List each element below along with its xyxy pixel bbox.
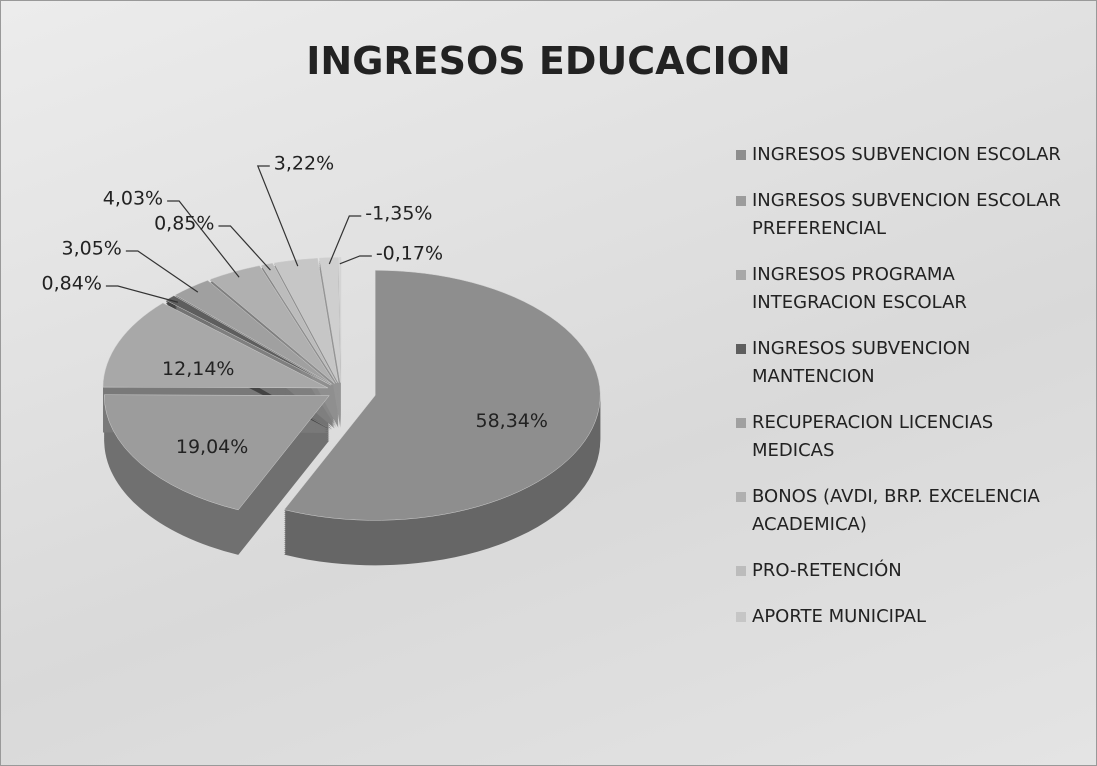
legend-label: PRO-RETENCIÓN	[752, 560, 902, 581]
data-label: 3,22%	[274, 153, 334, 175]
legend-swatch	[736, 150, 746, 160]
leader-line	[339, 255, 372, 265]
legend-entry: APORTE MUNICIPAL	[736, 603, 1076, 631]
legend-entry: RECUPERACION LICENCIAS MEDICAS	[736, 409, 1076, 465]
leader-line	[328, 215, 362, 265]
legend-entry: BONOS (AVDI, BRP. EXCELENCIA ACADEMICA)	[736, 483, 1076, 539]
data-label: -1,35%	[365, 203, 432, 225]
data-label: -0,17%	[376, 243, 443, 265]
leader-line	[218, 225, 271, 271]
legend-label: RECUPERACION LICENCIAS MEDICAS	[752, 412, 994, 461]
data-label: 3,05%	[61, 238, 121, 260]
legend-swatch	[736, 344, 746, 354]
legend-swatch	[736, 492, 746, 502]
legend-swatch	[736, 612, 746, 622]
legend-entry: INGRESOS SUBVENCION ESCOLAR	[736, 141, 1076, 169]
leader-line	[125, 250, 199, 293]
slice	[165, 295, 332, 386]
slice	[319, 257, 341, 383]
leader-line	[167, 200, 240, 278]
legend: INGRESOS SUBVENCION ESCOLAR INGRESOS SUBV…	[736, 141, 1076, 649]
legend-entry: PRO-RETENCIÓN	[736, 557, 1076, 585]
data-label: 0,85%	[154, 213, 214, 235]
legend-entry: INGRESOS SUBVENCION MANTENCION	[736, 335, 1076, 391]
legend-entry: INGRESOS SUBVENCION ESCOLAR PREFERENCIAL	[736, 187, 1076, 243]
slice	[338, 257, 342, 383]
legend-entry: INGRESOS PROGRAMA INTEGRACION ESCOLAR	[736, 261, 1076, 317]
chart-title: INGRESOS EDUCACION	[306, 39, 791, 83]
legend-label: INGRESOS SUBVENCION MANTENCION	[752, 338, 971, 387]
legend-swatch	[736, 418, 746, 428]
data-label: 4,03%	[103, 188, 163, 210]
slice	[102, 302, 329, 389]
data-label: 58,34%	[476, 410, 548, 432]
legend-swatch	[736, 566, 746, 576]
slice	[261, 262, 337, 384]
legend-label: INGRESOS SUBVENCION ESCOLAR	[752, 144, 1061, 165]
legend-swatch	[736, 270, 746, 280]
data-label: 0,84%	[42, 273, 102, 295]
data-label: 12,14%	[162, 358, 234, 380]
leader-line	[256, 165, 299, 267]
slice	[283, 270, 601, 521]
legend-label: INGRESOS PROGRAMA INTEGRACION ESCOLAR	[752, 264, 967, 313]
legend-label: APORTE MUNICIPAL	[752, 606, 927, 627]
data-label: 19,04%	[176, 436, 248, 458]
leader-line	[105, 285, 179, 303]
slice	[103, 394, 330, 511]
legend-swatch	[736, 196, 746, 206]
legend-label: BONOS (AVDI, BRP. EXCELENCIA ACADEMICA)	[752, 486, 1040, 535]
legend-label: INGRESOS SUBVENCION ESCOLAR PREFERENCIAL	[752, 190, 1061, 239]
